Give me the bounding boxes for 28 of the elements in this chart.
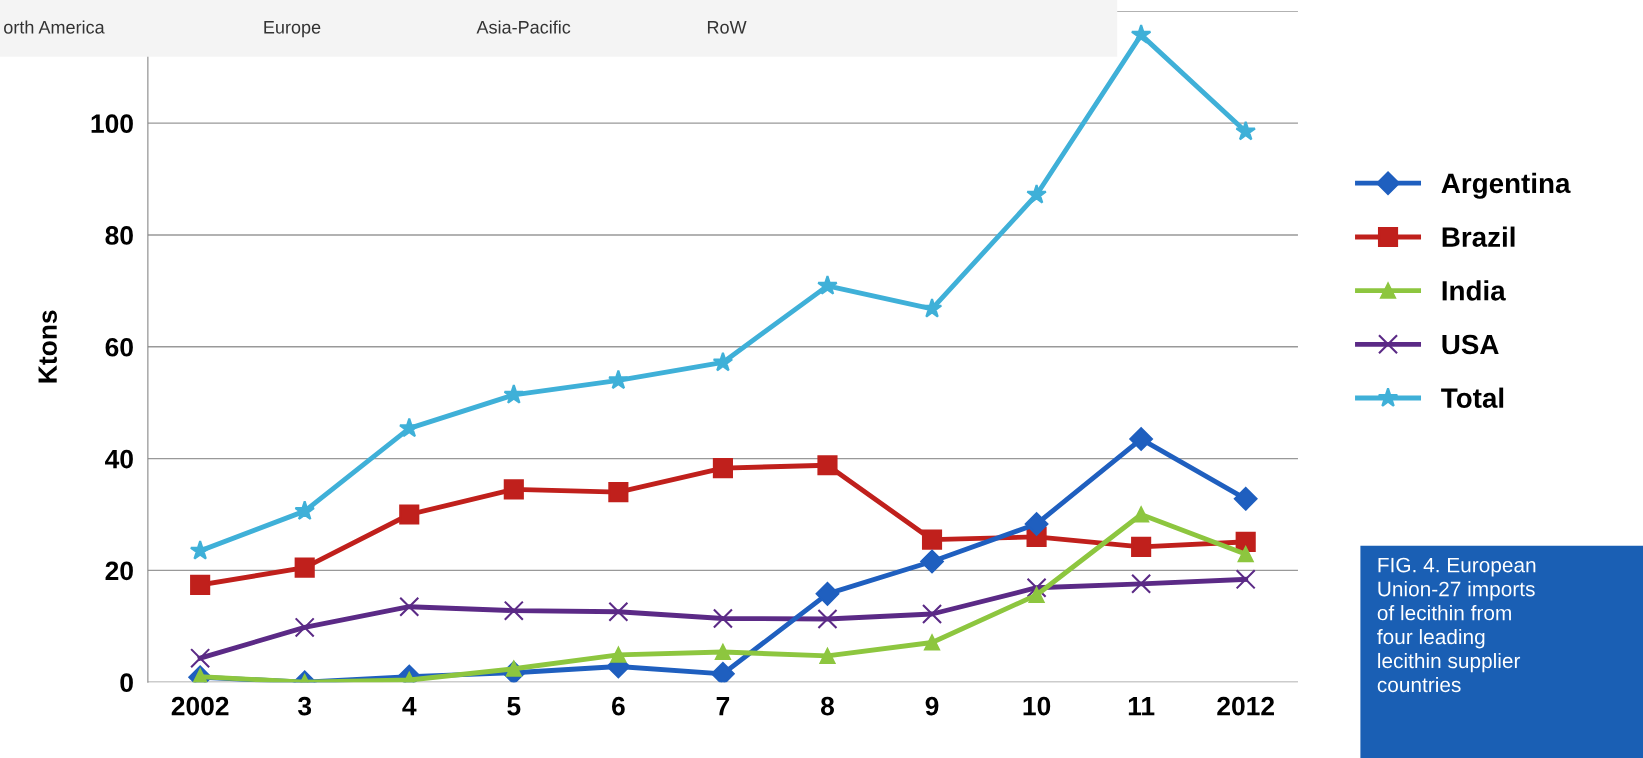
caption: FIG. 4. European Union-27 imports of lecithin from four leading lecithin supplier countries — [1377, 557, 1536, 693]
legend-label: USA — [1442, 334, 1499, 355]
x-tick-label: 4 — [402, 697, 417, 716]
annotation: Europe — [264, 21, 321, 38]
x-tick-label: 2012 — [1217, 696, 1274, 716]
x-tick-label: 10 — [1023, 696, 1051, 716]
annotation: Asia-Pacific — [476, 20, 571, 34]
x-tick-label: 8 — [820, 696, 834, 716]
y-tick-label: 20 — [105, 561, 133, 581]
x-tick-label: 7 — [716, 697, 730, 716]
y-tick-label: 40 — [105, 449, 133, 469]
legend-label: India — [1442, 280, 1506, 301]
legend-label: Total — [1441, 387, 1504, 408]
x-tick-label: 9 — [925, 696, 939, 716]
x-tick-label: 5 — [507, 697, 521, 716]
text: orth America — [4, 20, 105, 34]
x-tick-label: 6 — [611, 696, 625, 716]
y-tick-label: 100 — [91, 114, 133, 133]
y-tick-label: 80 — [105, 226, 133, 245]
legend-label: Brazil — [1442, 226, 1515, 247]
y-tick-label: 0 — [120, 673, 133, 693]
annotation: RoW — [707, 21, 747, 34]
legend-label: Argentina — [1441, 172, 1571, 199]
y-axis-title: Ktons — [38, 310, 57, 383]
x-tick-label: 3 — [297, 696, 312, 716]
x-tick-label: 11 — [1128, 697, 1155, 716]
x-tick-label: 2002 — [171, 696, 229, 716]
y-tick-label: 60 — [105, 337, 133, 357]
